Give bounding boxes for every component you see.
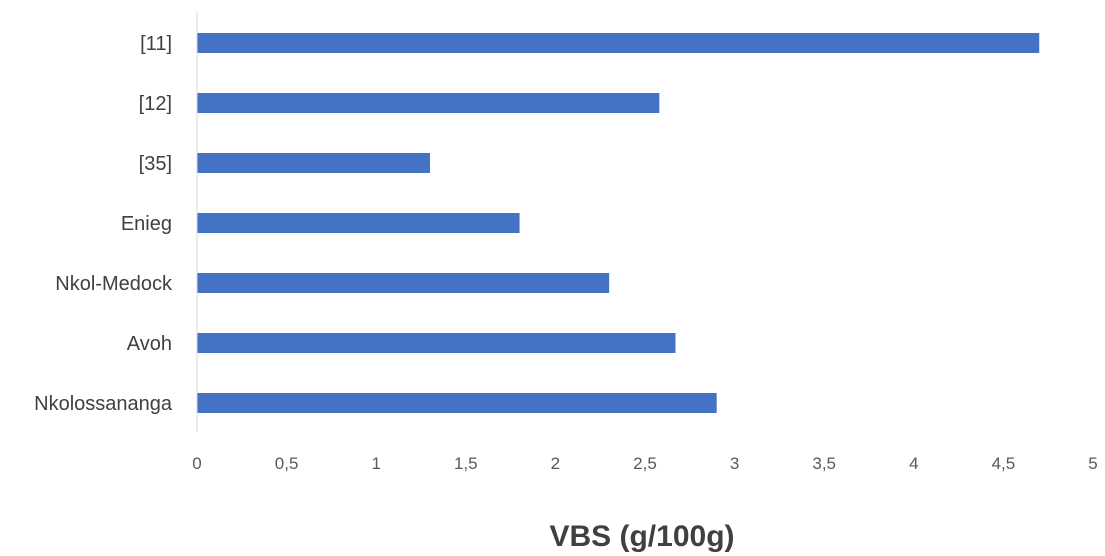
- x-tick-label: 3,5: [812, 454, 836, 473]
- category-label: Enieg: [121, 213, 172, 235]
- category-label: [12]: [139, 93, 172, 115]
- x-tick-label: 2,5: [633, 454, 657, 473]
- category-label: Nkolossananga: [34, 393, 173, 415]
- bar: [197, 153, 430, 173]
- bar: [197, 393, 717, 413]
- category-labels: [11] [12] [35] Enieg Nkol-Medock Avoh Nkolossa…: [34, 33, 173, 415]
- category-label: Nkol-Medock: [55, 273, 173, 295]
- category-label: [35]: [139, 153, 172, 175]
- x-tick-labels: 0 0,5 1 1,5 2 2,5 3 3,5 4 4,5 5: [192, 454, 1097, 473]
- category-label: Avoh: [127, 333, 172, 355]
- bar: [197, 333, 676, 353]
- x-tick-label: 0: [192, 454, 201, 473]
- x-tick-label: 2: [551, 454, 560, 473]
- bars-layer: [197, 33, 1040, 413]
- x-tick-label: 5: [1088, 454, 1097, 473]
- x-tick-label: 1,5: [454, 454, 478, 473]
- x-axis-title: VBS (g/100g): [549, 520, 734, 553]
- bar: [197, 213, 520, 233]
- x-tick-label: 4: [909, 454, 918, 473]
- bar: [197, 273, 610, 293]
- x-tick-label: 1: [371, 454, 380, 473]
- x-tick-label: 3: [730, 454, 739, 473]
- bar: [197, 93, 660, 113]
- x-tick-label: 4,5: [992, 454, 1016, 473]
- bar: [197, 33, 1040, 53]
- x-tick-label: 0,5: [275, 454, 299, 473]
- category-label: [11]: [140, 33, 172, 55]
